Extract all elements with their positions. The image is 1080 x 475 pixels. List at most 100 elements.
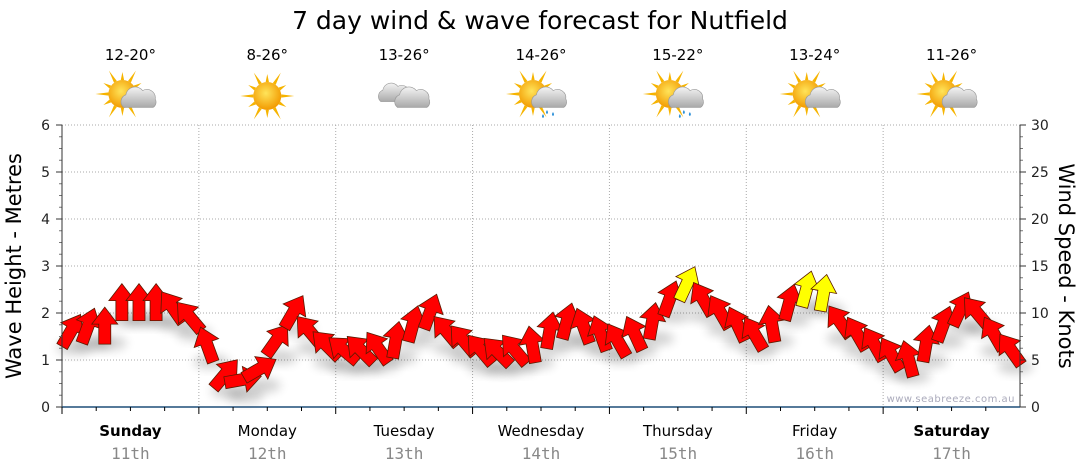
wind-arrow bbox=[741, 316, 770, 353]
left-tick-label: 2 bbox=[41, 306, 50, 322]
sun-ray bbox=[787, 99, 796, 105]
sun-ray bbox=[253, 107, 262, 120]
sun-ray bbox=[278, 85, 287, 91]
date-label: 13th bbox=[385, 444, 424, 463]
wind-arrow bbox=[365, 331, 394, 367]
cloud-icon bbox=[531, 86, 567, 108]
sun-ray bbox=[240, 94, 254, 98]
right-tick-label: 30 bbox=[1031, 118, 1049, 134]
sun-ray bbox=[949, 105, 958, 118]
day-label: Friday bbox=[792, 422, 838, 440]
arrow-shadow bbox=[227, 388, 264, 403]
right-tick-label: 20 bbox=[1031, 212, 1049, 228]
rain-drop-icon bbox=[688, 112, 691, 116]
sun-ray bbox=[793, 105, 802, 118]
sun-ray bbox=[127, 70, 136, 83]
cloud-icon bbox=[941, 86, 978, 108]
day-label: Wednesday bbox=[498, 422, 585, 440]
wind-arrow bbox=[240, 356, 277, 384]
sun-ray bbox=[805, 72, 809, 81]
cloud-shape bbox=[668, 86, 704, 108]
sun-ray bbox=[278, 101, 287, 107]
sun-ray bbox=[941, 107, 946, 116]
rain-drop-icon bbox=[546, 110, 548, 114]
sunny-icon bbox=[240, 72, 295, 120]
right-axis-label: Wind Speed - Knots bbox=[1054, 163, 1078, 368]
sun-ray bbox=[805, 107, 809, 116]
sun-ray bbox=[941, 72, 946, 81]
sun-ray bbox=[519, 70, 528, 83]
left-tick-label: 1 bbox=[41, 353, 50, 369]
rain-drop-icon bbox=[678, 114, 681, 118]
sun-ray bbox=[930, 70, 939, 83]
sun-ray bbox=[668, 107, 672, 116]
cloud-shape bbox=[394, 86, 431, 108]
sun-ray bbox=[108, 105, 117, 118]
temperature-range: 8-26° bbox=[247, 46, 289, 64]
temperature-range: 13-26° bbox=[379, 46, 430, 64]
temperature-range: 15-22° bbox=[652, 46, 703, 64]
wind-arrow bbox=[417, 293, 444, 332]
axes: 0 1 2 3 4 5 6 0 5 10 15 20 25 30 Sunday 11th Monday 12th T… bbox=[41, 118, 1049, 463]
sun-ray bbox=[779, 92, 793, 96]
date-label: 11th bbox=[111, 444, 150, 463]
right-tick-label: 15 bbox=[1031, 259, 1049, 275]
left-tick-label: 3 bbox=[41, 259, 50, 275]
cloud-icon bbox=[668, 86, 704, 108]
sun-ray bbox=[916, 92, 930, 96]
sun-ray bbox=[538, 70, 547, 83]
sun-ray bbox=[519, 105, 528, 118]
right-tick-label: 25 bbox=[1031, 165, 1049, 181]
right-tick-label: 0 bbox=[1031, 400, 1040, 416]
wind-arrow bbox=[810, 273, 838, 313]
sun-ray bbox=[675, 105, 684, 118]
sun-disc bbox=[253, 82, 282, 110]
sun-ray bbox=[265, 109, 269, 118]
wind-arrow bbox=[260, 324, 289, 360]
left-axis-label: Wave Height - Metres bbox=[2, 153, 26, 379]
partly-cloudy-rain-icon bbox=[642, 70, 704, 118]
left-tick-label: 0 bbox=[41, 400, 50, 416]
day-label: Tuesday bbox=[373, 422, 435, 440]
sun-ray bbox=[642, 92, 656, 96]
date-label: 15th bbox=[659, 444, 698, 463]
day-label: Monday bbox=[238, 422, 297, 440]
cloud-icon bbox=[804, 86, 841, 108]
cloud-shape bbox=[531, 86, 567, 108]
temperature-range: 13-24° bbox=[789, 46, 840, 64]
left-tick-label: 6 bbox=[41, 118, 50, 134]
sun-ray bbox=[120, 72, 125, 81]
day-label: Thursday bbox=[642, 422, 713, 440]
rain-drop-icon bbox=[682, 110, 685, 114]
sun-ray bbox=[949, 70, 958, 83]
sun-ray bbox=[281, 94, 295, 98]
date-label: 17th bbox=[932, 444, 971, 463]
sun-ray bbox=[531, 72, 535, 81]
sun-ray bbox=[127, 105, 136, 118]
wind-arrow bbox=[193, 326, 220, 365]
sun-ray bbox=[930, 105, 939, 118]
rain-drop-icon bbox=[552, 112, 554, 116]
date-label: 16th bbox=[795, 444, 834, 463]
wind-arrow bbox=[90, 306, 119, 345]
partly-cloudy-icon bbox=[779, 70, 841, 118]
sun-ray bbox=[924, 83, 933, 89]
rain-drop-icon bbox=[542, 114, 544, 118]
sun-ray bbox=[787, 83, 796, 89]
wind-arrows bbox=[56, 266, 1027, 393]
sun-ray bbox=[513, 99, 522, 105]
day-label: Saturday bbox=[913, 422, 990, 440]
partly-cloudy-icon bbox=[916, 70, 978, 118]
cloud-icon bbox=[120, 86, 157, 108]
day-label: Sunday bbox=[99, 422, 162, 440]
sun-ray bbox=[675, 70, 684, 83]
day-forecast-header: 12-20° 8-26° 13-26° 14-26° 15-22° 13-24° 11-26… bbox=[95, 46, 978, 120]
cloud-shape bbox=[804, 86, 841, 108]
sun-ray bbox=[108, 70, 117, 83]
wind-arrow bbox=[278, 295, 307, 332]
sun-ray bbox=[668, 72, 672, 81]
right-tick-label: 10 bbox=[1031, 306, 1049, 322]
wind-arrow bbox=[878, 337, 906, 374]
wind-arrow bbox=[757, 304, 786, 344]
